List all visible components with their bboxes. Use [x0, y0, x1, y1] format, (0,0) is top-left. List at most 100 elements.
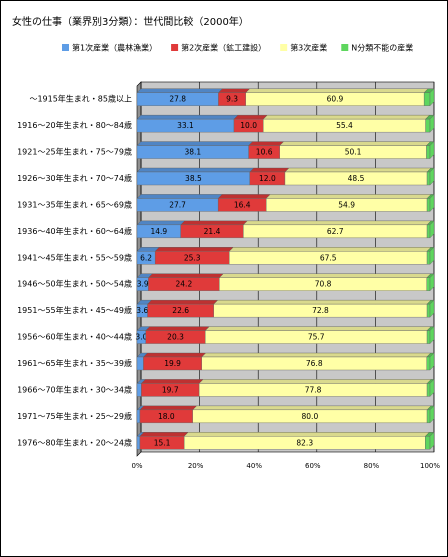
data-label: 22.6 — [172, 306, 189, 315]
data-label: 19.9 — [164, 359, 181, 368]
y-tick-label: 1916～20年生まれ・80～84歳 — [17, 120, 132, 130]
data-label: 60.9 — [327, 95, 344, 104]
bar-top — [136, 114, 239, 120]
data-label: 72.8 — [312, 306, 329, 315]
data-label: 48.5 — [348, 174, 365, 183]
bar-end — [429, 273, 435, 292]
legend-swatch — [62, 44, 69, 51]
y-tick-label: 1936～40年生まれ・60～64歳 — [17, 226, 132, 236]
bar-top — [201, 352, 432, 358]
y-tick-label: 1956～60年生まれ・40～44歳 — [17, 332, 132, 342]
y-tick-label: 1971～75年生まれ・25～29歳 — [17, 411, 132, 421]
bar-top — [198, 379, 432, 384]
bar-top — [192, 405, 432, 411]
data-label: 38.5 — [185, 174, 202, 183]
bar-segment — [423, 92, 431, 106]
data-label: 62.7 — [327, 227, 344, 236]
bar-segment — [426, 383, 431, 397]
bar-segment — [136, 356, 144, 371]
y-tick-label: 1926～30年生まれ・70～74歳 — [17, 173, 132, 183]
bar-end — [429, 326, 435, 345]
data-label: 77.8 — [305, 385, 322, 394]
data-label: 82.3 — [296, 438, 313, 447]
legend-swatch — [341, 44, 349, 51]
data-label: 18.0 — [158, 412, 175, 421]
plot-side — [136, 81, 142, 457]
x-tick-label: 80% — [364, 462, 380, 470]
y-tick-label: 1951～55年生まれ・45～49歳 — [17, 305, 132, 315]
data-label: 76.8 — [306, 359, 323, 368]
data-label: 25.3 — [184, 253, 201, 262]
bar-segment — [426, 303, 431, 318]
data-label: 20.3 — [167, 333, 184, 342]
bar-top — [245, 88, 429, 93]
data-label: 10.0 — [240, 121, 257, 130]
bar-top — [233, 114, 268, 120]
data-label: 50.1 — [345, 148, 362, 157]
data-label: 16.4 — [234, 200, 251, 209]
chart-title: 女性の仕事（業界別3分類）：世代間比較（2000年） — [12, 15, 249, 28]
bar-top — [145, 326, 210, 331]
bar-top — [242, 220, 432, 226]
bar-segment — [426, 251, 431, 265]
bar-segment — [426, 145, 431, 159]
bar-top — [265, 194, 432, 199]
bar-end — [429, 167, 435, 186]
data-label: 3.0 — [135, 333, 147, 342]
bar-top — [217, 88, 251, 93]
bar-top — [249, 167, 290, 173]
bar-end — [429, 299, 435, 318]
x-tick-label: 20% — [188, 462, 204, 470]
bar-segment — [426, 171, 431, 186]
data-label: 15.1 — [154, 438, 171, 447]
bar-end — [429, 193, 435, 212]
legend-label: 第3次産業 — [290, 43, 327, 53]
bar-top — [147, 299, 219, 305]
bar-end — [429, 88, 435, 107]
data-label: 12.0 — [259, 174, 276, 183]
data-label: 38.1 — [184, 148, 201, 157]
data-label: 67.5 — [320, 253, 337, 262]
data-label: 80.0 — [302, 412, 319, 421]
bar-end — [429, 220, 435, 239]
bar-top — [284, 167, 432, 173]
bar-segment — [426, 198, 431, 212]
bar-top — [136, 220, 186, 226]
bar-segment — [426, 224, 431, 239]
bar-top — [136, 88, 223, 93]
data-label: 6.2 — [140, 253, 152, 262]
y-tick-label: ～1915年生まれ・85歳以上 — [29, 94, 132, 104]
y-tick-label: 1941～45年生まれ・55～59歳 — [17, 252, 132, 262]
bar-top — [180, 220, 248, 226]
data-label: 70.8 — [315, 280, 332, 289]
legend-label: 第1次産業（農林漁業） — [72, 43, 157, 53]
data-label: 14.9 — [150, 227, 167, 236]
x-tick-label: 60% — [305, 462, 321, 470]
bar-segment — [136, 436, 141, 450]
legend-swatch — [171, 44, 179, 51]
bar-top — [279, 141, 431, 146]
bar-segment — [425, 436, 431, 450]
bar-segment — [426, 409, 431, 424]
bar-top — [204, 326, 432, 331]
data-label: 10.6 — [256, 148, 273, 157]
x-tick-label: 0% — [131, 462, 142, 470]
data-label: 21.4 — [204, 227, 221, 236]
bar-top — [262, 114, 431, 120]
bar-top — [136, 141, 254, 146]
y-tick-label: 1931～35年生まれ・65～69歳 — [17, 199, 132, 209]
data-label: 3.9 — [137, 280, 149, 289]
data-label: 27.7 — [169, 200, 186, 209]
x-tick-label: 100% — [420, 462, 440, 470]
data-label: 33.1 — [177, 121, 194, 130]
data-label: 19.7 — [162, 385, 179, 394]
bar-top — [147, 273, 224, 278]
bar-top — [136, 167, 255, 173]
bar-top — [248, 141, 285, 146]
bar-top — [218, 273, 432, 278]
legend-label: N分類不能の産業 — [351, 43, 413, 53]
bar-end — [429, 352, 435, 371]
bar-segment — [136, 383, 142, 397]
data-label: 9.3 — [226, 95, 238, 104]
